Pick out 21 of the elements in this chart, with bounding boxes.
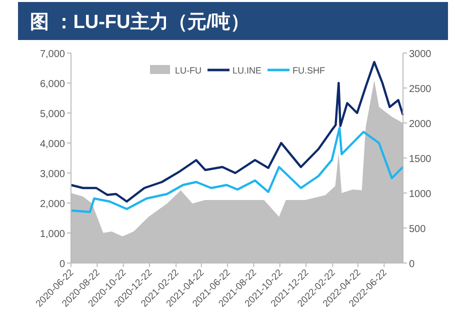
y2-tick-label: 2000 (409, 119, 432, 130)
y-tick-label: 3,000 (40, 169, 66, 180)
y-tick-label: 7,000 (40, 49, 66, 60)
y2-tick-label: 3000 (409, 49, 432, 60)
y2-tick-label: 2500 (409, 84, 432, 95)
y2-tick-label: 0 (409, 259, 415, 270)
y-tick-label: 1,000 (40, 229, 66, 240)
y-tick-label: 6,000 (40, 79, 66, 90)
legend-label: LU-FU (175, 66, 202, 76)
y-tick-label: 4,000 (40, 139, 66, 150)
y2-tick-label: 1000 (409, 189, 432, 200)
y-tick-label: 0 (59, 259, 66, 270)
y2-tick-label: 500 (409, 224, 426, 235)
y-tick-label: 2,000 (40, 199, 66, 210)
line-series (70, 126, 404, 214)
y2-tick-label: 1500 (409, 154, 432, 165)
chart-title: 图 ：LU-FU主力（元/吨） (30, 11, 250, 33)
legend-label: LU.INE (232, 66, 262, 76)
line-series (70, 60, 404, 203)
legend-label: FU.SHF (292, 66, 326, 76)
y-tick-label: 5,000 (40, 109, 66, 120)
